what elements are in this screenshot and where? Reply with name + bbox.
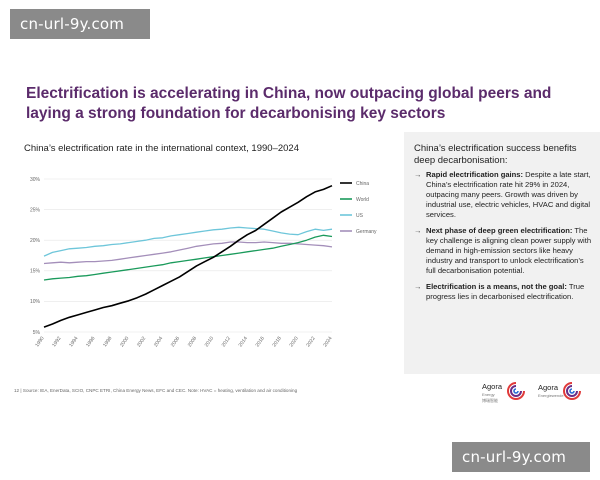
footer-separator: | [20,388,22,393]
y-tick-label: 10% [30,299,41,305]
key-points-list: → Rapid electrification gains: Despite a… [414,170,594,308]
source-note: Source: IEA, EnerData, SCIO, CNPC ETRI, … [22,388,298,393]
key-point-1: → Rapid electrification gains: Despite a… [414,170,594,220]
agora-energy-logo-sub-cn: 博瑞智能 [482,398,498,403]
legend-label-germany: Germany [356,229,377,235]
chart-title: China’s electrification rate in the inte… [24,143,299,154]
x-tick-label: 2012 [221,336,232,349]
y-tick-label: 30% [30,177,41,183]
key-point-1-text: Despite a late start, China’s electrific… [426,170,591,219]
y-tick-label: 25% [30,207,41,213]
x-tick-label: 1990 [34,336,45,349]
chart-gridlines [44,178,332,333]
arrow-right-icon: → [414,226,422,235]
y-tick-label: 20% [30,238,41,244]
legend-label-world: World [356,197,369,203]
x-tick-label: 2024 [322,336,333,349]
key-point-3-heading: Electrification is a means, not the goal… [426,282,567,291]
watermark-top: cn-url-9y.com [10,9,150,39]
key-points-panel [404,132,600,374]
chart-panel [14,132,400,374]
x-tick-label: 2006 [170,336,181,349]
agora-energiewende-logo-sub: Energiewende [538,393,564,398]
x-tick-label: 2018 [272,336,283,349]
x-tick-label: 2004 [153,336,164,349]
key-point-2-heading: Next phase of deep green electrification… [426,226,573,235]
y-tick-label: 5% [33,330,41,336]
arrow-right-icon: → [414,170,422,179]
chart-series [43,184,333,328]
legend-label-china: China [356,181,369,187]
key-point-3-text: True progress lies in decarbonised elect… [426,282,585,301]
x-tick-label: 1992 [51,336,62,349]
key-points-heading: China’s electrification success benefits… [414,143,577,166]
series-line-china [43,184,333,328]
footer: 12 | Source: IEA, EnerData, SCIO, CNPC E… [14,388,297,393]
key-point-3: → Electrification is a means, not the go… [414,282,594,302]
slide-title: Electrification is accelerating in China… [26,85,552,122]
agora-swirl-icon [563,382,581,400]
agora-energy-logo-name: Agora [482,382,503,391]
agora-swirl-icon [507,382,525,400]
key-point-2: → Next phase of deep green electrificati… [414,226,594,276]
x-tick-label: 2014 [238,336,249,349]
agora-energiewende-logo: Agora Energiewende [530,380,590,406]
x-tick-label: 1998 [102,336,113,349]
chart-legend: China World US Germany [340,181,377,235]
agora-energiewende-logo-name: Agora [538,383,559,392]
key-point-1-heading: Rapid electrification gains: [426,170,524,179]
watermark-bottom: cn-url-9y.com [452,442,590,472]
series-line-world [43,234,333,281]
y-axis-ticks: 5% 10% 15% 20% 25% 30% [30,177,41,336]
legend-label-us: US [356,213,364,219]
x-tick-label: 2022 [305,336,316,349]
page-number: 12 [14,388,20,393]
agora-energy-logo: Agora Energy 博瑞智能 [472,380,532,406]
line-chart: 5% 10% 15% 20% 25% 30% 1990 1992 1994 1996 1998 20… [30,177,377,349]
x-tick-label: 2000 [119,336,130,349]
arrow-right-icon: → [414,282,422,291]
x-tick-label: 1996 [85,336,96,349]
x-axis-ticks: 1990 1992 1994 1996 1998 2000 2002 2004 2006 2008… [34,336,333,349]
key-point-2-text: The key challenge is aligning clean powe… [426,226,592,275]
x-tick-label: 2002 [136,336,147,349]
series-line-us [43,226,333,257]
agora-energy-logo-sub: Energy [482,392,495,397]
x-tick-label: 2016 [255,336,266,349]
x-tick-label: 2010 [204,336,215,349]
x-tick-label: 2020 [288,336,299,349]
x-tick-label: 2008 [187,336,198,349]
y-tick-label: 15% [30,269,41,275]
series-line-germany [43,241,333,265]
x-tick-label: 1994 [68,336,79,349]
